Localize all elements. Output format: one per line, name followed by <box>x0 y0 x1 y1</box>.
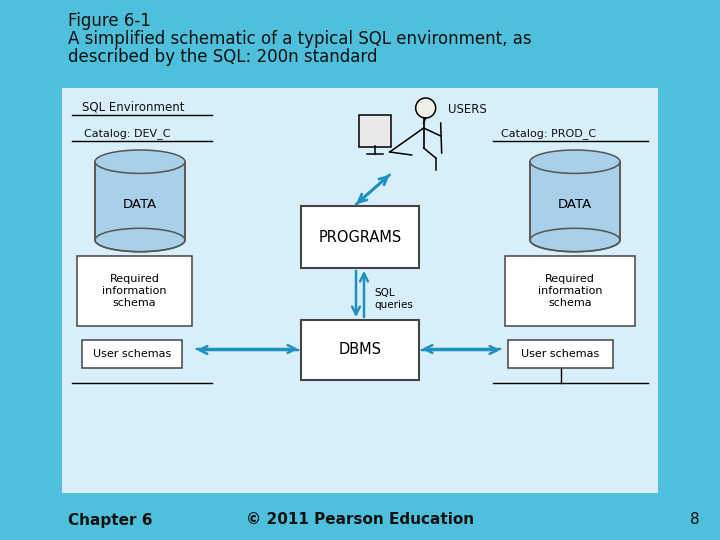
FancyBboxPatch shape <box>82 340 182 368</box>
Text: DATA: DATA <box>123 198 157 211</box>
FancyBboxPatch shape <box>359 115 391 147</box>
Text: © 2011 Pearson Education: © 2011 Pearson Education <box>246 512 474 528</box>
Text: A simplified schematic of a typical SQL environment, as: A simplified schematic of a typical SQL … <box>68 30 531 48</box>
FancyBboxPatch shape <box>301 320 419 380</box>
FancyBboxPatch shape <box>77 256 192 326</box>
FancyBboxPatch shape <box>62 88 658 493</box>
Text: Catalog: DEV_C: Catalog: DEV_C <box>84 128 171 139</box>
Text: USERS: USERS <box>448 103 487 116</box>
Text: Required
information
schema: Required information schema <box>538 274 602 308</box>
Text: PROGRAMS: PROGRAMS <box>318 230 402 245</box>
Ellipse shape <box>95 228 185 252</box>
Text: Chapter 6: Chapter 6 <box>68 512 153 528</box>
Text: User schemas: User schemas <box>521 349 600 359</box>
Text: 8: 8 <box>690 512 700 528</box>
Text: Figure 6-1: Figure 6-1 <box>68 12 151 30</box>
Text: Required
information
schema: Required information schema <box>102 274 167 308</box>
Text: DATA: DATA <box>558 198 592 211</box>
Text: DBMS: DBMS <box>338 342 382 357</box>
Polygon shape <box>530 161 620 240</box>
Ellipse shape <box>530 150 620 173</box>
Polygon shape <box>95 161 185 240</box>
Circle shape <box>415 98 436 118</box>
Text: SQL
queries: SQL queries <box>374 288 413 310</box>
FancyBboxPatch shape <box>301 206 419 268</box>
Text: SQL Environment: SQL Environment <box>82 100 184 113</box>
Text: User schemas: User schemas <box>93 349 171 359</box>
FancyBboxPatch shape <box>505 256 635 326</box>
Text: Catalog: PROD_C: Catalog: PROD_C <box>501 128 596 139</box>
FancyBboxPatch shape <box>508 340 613 368</box>
Text: described by the SQL: 200n standard: described by the SQL: 200n standard <box>68 48 377 66</box>
Ellipse shape <box>530 228 620 252</box>
Ellipse shape <box>95 150 185 173</box>
